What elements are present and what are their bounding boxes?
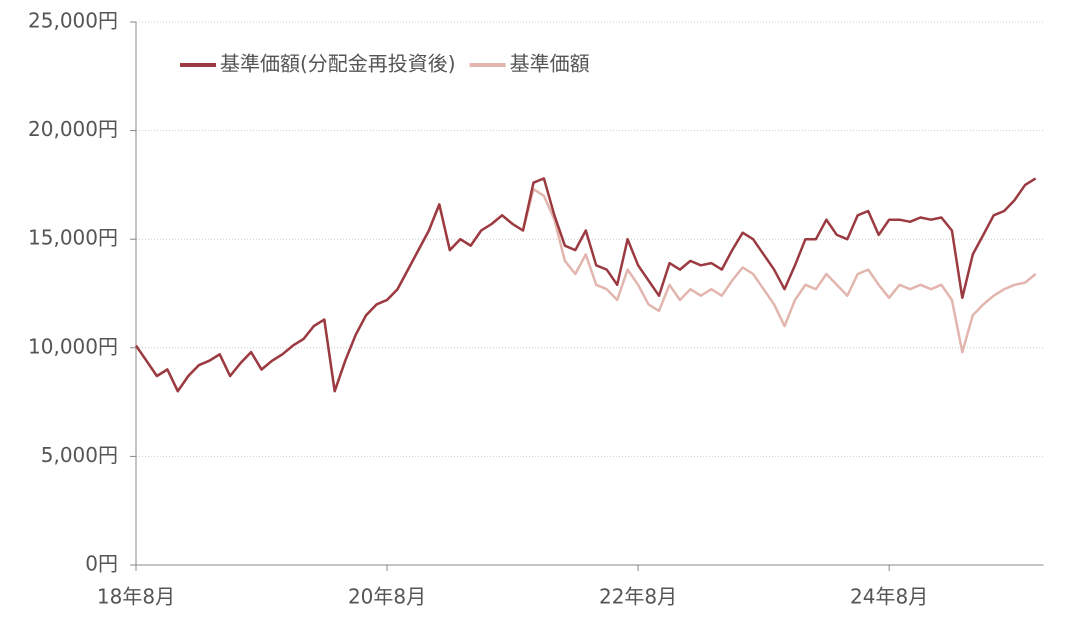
y-tick-label: 10,000円 <box>28 334 118 358</box>
y-tick-label: 20,000円 <box>28 117 118 141</box>
y-tick-label: 15,000円 <box>28 226 118 250</box>
x-tick-label: 18年8月 <box>97 585 175 609</box>
legend-label: 基準価額(分配金再投資後) <box>220 52 456 76</box>
legend-label: 基準価額 <box>510 52 590 76</box>
y-tick-label: 25,000円 <box>28 9 118 33</box>
x-tick-label: 20年8月 <box>348 585 426 609</box>
x-tick-label: 24年8月 <box>850 585 928 609</box>
y-tick-label: 0円 <box>85 552 118 576</box>
series-line <box>134 177 1037 393</box>
y-tick-label: 5,000円 <box>41 443 118 467</box>
x-tick-label: 22年8月 <box>599 585 677 609</box>
